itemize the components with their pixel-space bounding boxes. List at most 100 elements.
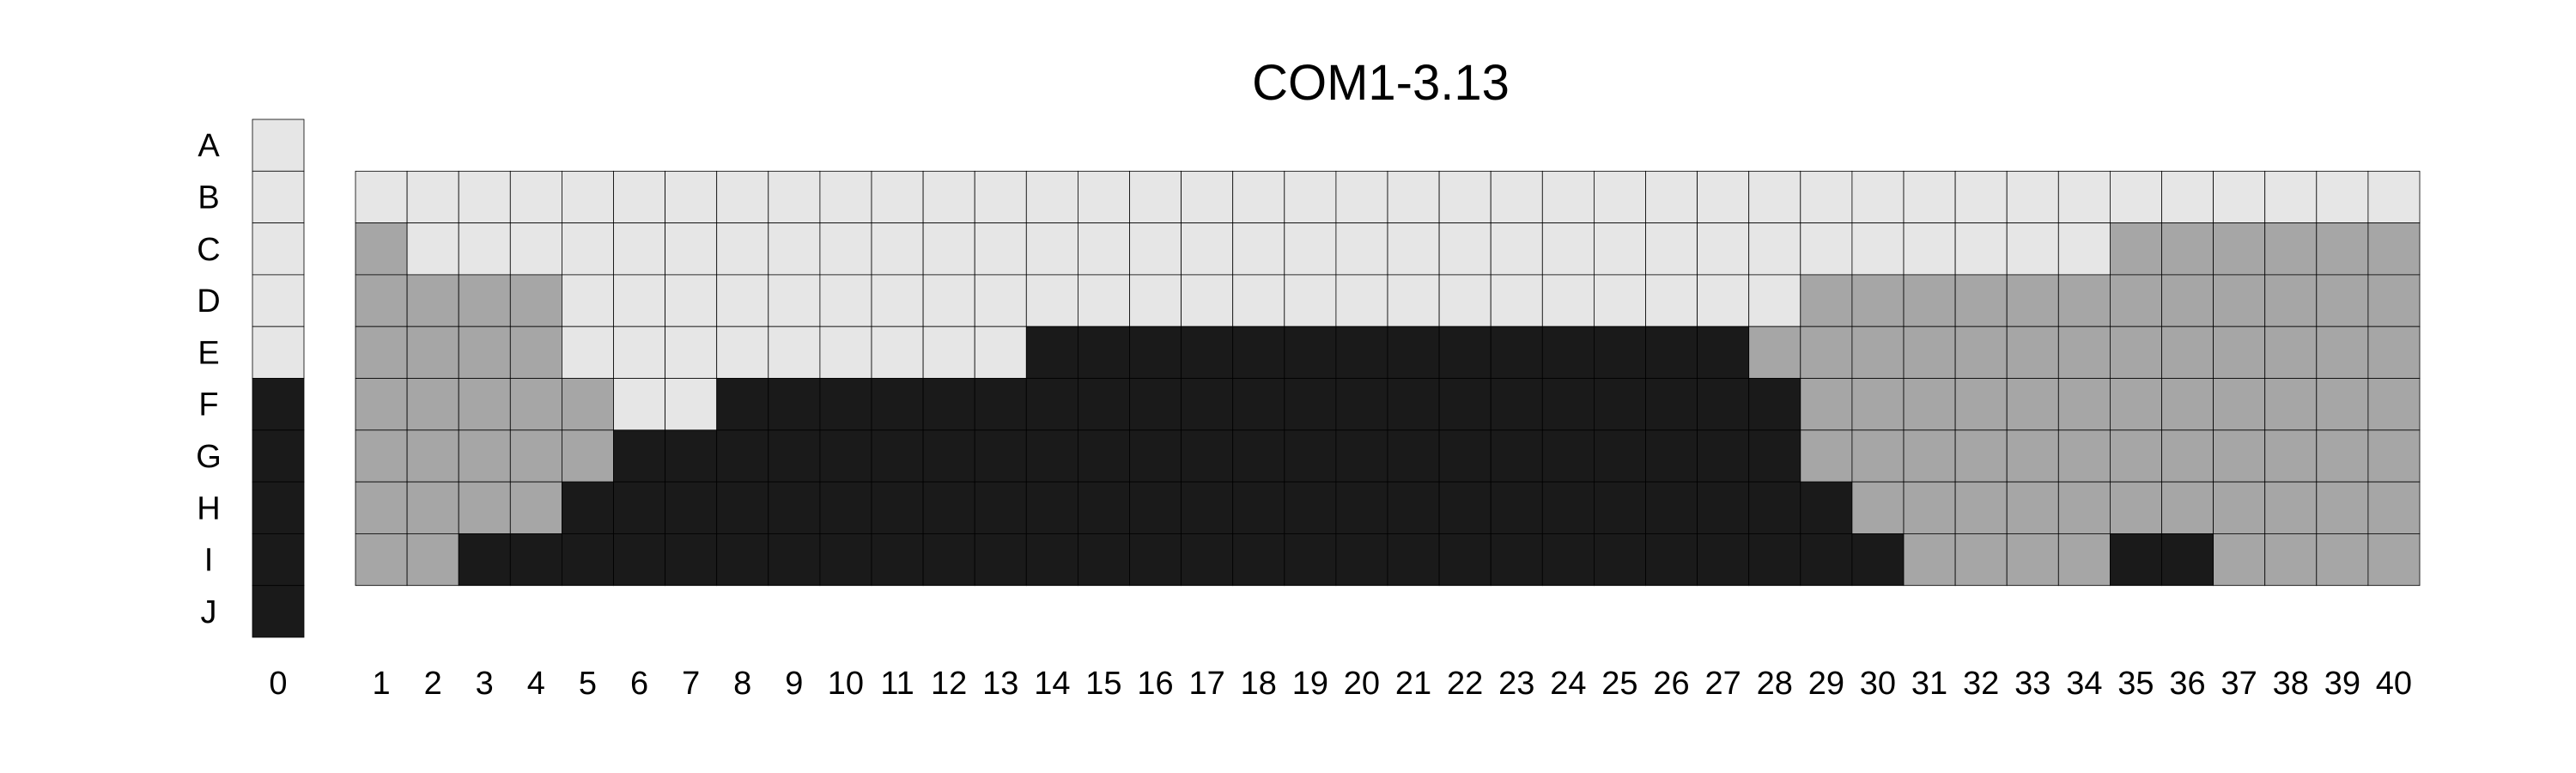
cell-b-8 <box>716 170 769 224</box>
cell-d-26 <box>1645 274 1698 327</box>
column-label-34: 34 <box>2066 666 2102 702</box>
cell-c-21 <box>1387 222 1440 276</box>
cell-c-15 <box>1078 222 1130 276</box>
cell-b-20 <box>1335 170 1388 224</box>
cell-h-29 <box>1800 481 1853 534</box>
cell-c-10 <box>819 222 872 276</box>
cell-d-29 <box>1800 274 1853 327</box>
cell-c-31 <box>1903 222 1956 276</box>
cell-c-33 <box>2006 222 2059 276</box>
key-cell-b <box>252 170 305 224</box>
column-label-25: 25 <box>1601 666 1637 702</box>
cell-e-34 <box>2057 326 2111 379</box>
cell-f-22 <box>1438 378 1492 431</box>
cell-i-29 <box>1800 533 1853 587</box>
cell-d-1 <box>355 274 408 327</box>
cell-i-30 <box>1851 533 1905 587</box>
cell-c-26 <box>1645 222 1698 276</box>
cell-d-33 <box>2006 274 2059 327</box>
column-label-23: 23 <box>1498 666 1534 702</box>
cell-e-19 <box>1284 326 1337 379</box>
cell-f-2 <box>406 378 459 431</box>
cell-b-26 <box>1645 170 1698 224</box>
cell-i-15 <box>1078 533 1130 587</box>
cell-c-14 <box>1025 222 1078 276</box>
cell-e-35 <box>2109 326 2162 379</box>
cell-b-16 <box>1129 170 1182 224</box>
cell-c-11 <box>871 222 924 276</box>
cell-c-28 <box>1748 222 1801 276</box>
cell-i-6 <box>613 533 665 587</box>
cell-i-14 <box>1025 533 1078 587</box>
cell-f-14 <box>1025 378 1078 431</box>
cell-i-11 <box>871 533 924 587</box>
cell-h-2 <box>406 481 459 534</box>
cell-h-30 <box>1851 481 1905 534</box>
cell-d-30 <box>1851 274 1905 327</box>
cell-g-33 <box>2006 429 2059 483</box>
cell-f-13 <box>974 378 1027 431</box>
cell-i-25 <box>1594 533 1646 587</box>
column-label-22: 22 <box>1447 666 1483 702</box>
column-label-30: 30 <box>1860 666 1896 702</box>
column-label-33: 33 <box>2014 666 2050 702</box>
cell-h-33 <box>2006 481 2059 534</box>
cell-e-16 <box>1129 326 1182 379</box>
cell-i-5 <box>562 533 614 587</box>
column-label-31: 31 <box>1911 666 1947 702</box>
cell-d-16 <box>1129 274 1182 327</box>
cell-d-36 <box>2161 274 2214 327</box>
column-label-3: 3 <box>476 666 494 702</box>
key-cell-h <box>252 481 305 534</box>
cell-c-40 <box>2367 222 2421 276</box>
cell-b-23 <box>1490 170 1543 224</box>
cell-i-17 <box>1181 533 1234 587</box>
cell-d-25 <box>1594 274 1646 327</box>
cell-c-36 <box>2161 222 2214 276</box>
cell-g-12 <box>922 429 975 483</box>
cell-g-20 <box>1335 429 1388 483</box>
cell-d-12 <box>922 274 975 327</box>
cell-e-6 <box>613 326 665 379</box>
cell-c-6 <box>613 222 665 276</box>
cell-e-30 <box>1851 326 1905 379</box>
column-labels: 0 1 2 3 4 5 6 7 8 9 10 11 12 13 14 15 16 17 18 19 20 21 22 23 24… <box>269 666 2412 702</box>
cell-h-4 <box>509 481 562 534</box>
cell-e-4 <box>509 326 562 379</box>
cell-c-7 <box>665 222 718 276</box>
cell-e-15 <box>1078 326 1130 379</box>
cell-f-6 <box>613 378 665 431</box>
cell-d-10 <box>819 274 872 327</box>
cell-c-2 <box>406 222 459 276</box>
cell-b-34 <box>2057 170 2111 224</box>
cell-e-36 <box>2161 326 2214 379</box>
cell-h-17 <box>1181 481 1234 534</box>
cell-e-31 <box>1903 326 1956 379</box>
column-label-37: 37 <box>2221 666 2257 702</box>
cell-b-39 <box>2316 170 2369 224</box>
cell-f-8 <box>716 378 769 431</box>
cell-i-10 <box>819 533 872 587</box>
key-column <box>252 119 305 638</box>
cell-i-34 <box>2057 533 2111 587</box>
heatmap-grid <box>355 170 2421 587</box>
cell-d-8 <box>716 274 769 327</box>
cell-h-28 <box>1748 481 1801 534</box>
row-label-b: B <box>197 180 219 216</box>
cell-g-22 <box>1438 429 1492 483</box>
cell-f-7 <box>665 378 718 431</box>
cell-b-12 <box>922 170 975 224</box>
cell-d-11 <box>871 274 924 327</box>
cell-d-28 <box>1748 274 1801 327</box>
cell-b-1 <box>355 170 408 224</box>
cell-d-4 <box>509 274 562 327</box>
column-label-26: 26 <box>1653 666 1689 702</box>
column-label-11: 11 <box>880 666 914 702</box>
cell-i-22 <box>1438 533 1492 587</box>
cell-g-21 <box>1387 429 1440 483</box>
cell-c-20 <box>1335 222 1388 276</box>
cell-h-20 <box>1335 481 1388 534</box>
cell-h-27 <box>1697 481 1750 534</box>
cell-d-27 <box>1697 274 1750 327</box>
